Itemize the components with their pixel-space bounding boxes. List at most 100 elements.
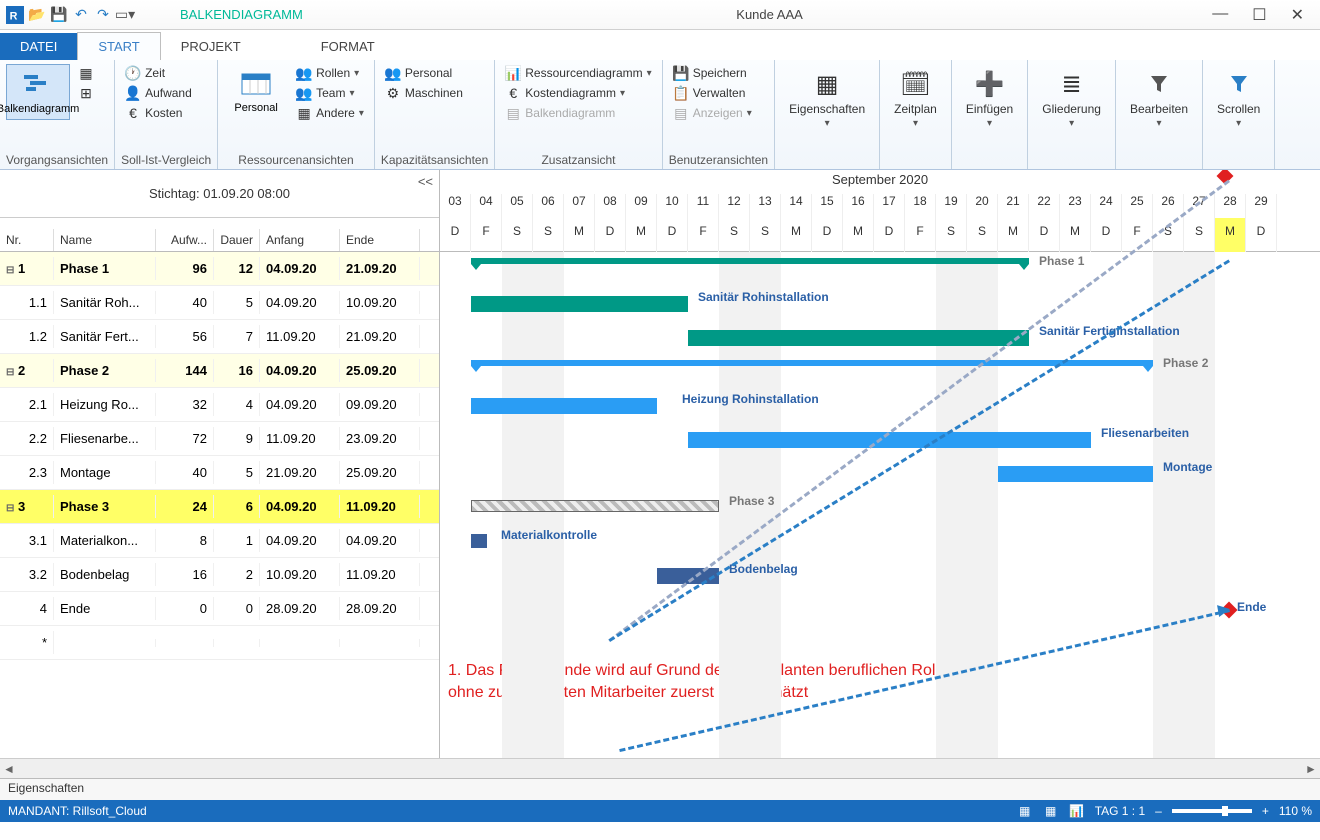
- tab-start[interactable]: START: [77, 32, 160, 60]
- table-row[interactable]: 1.1Sanitär Roh...40504.09.2010.09.20: [0, 286, 439, 320]
- ribbon-zeitplan[interactable]: 🗓Zeitplan: [886, 64, 945, 133]
- dow-header: S: [967, 218, 998, 252]
- ribbon-rollen[interactable]: 👥Rollen: [292, 64, 368, 82]
- day-header: 05: [502, 194, 533, 218]
- phase-bar[interactable]: [471, 360, 1153, 366]
- task-bar[interactable]: [471, 296, 688, 312]
- ribbon-personal-button[interactable]: Personal: [224, 64, 288, 118]
- table-row[interactable]: 4Ende0028.09.2028.09.20: [0, 592, 439, 626]
- ribbon-btn-small-1[interactable]: ▦: [74, 64, 98, 82]
- scroll-right-icon[interactable]: ►: [1302, 762, 1320, 776]
- dow-header: D: [657, 218, 688, 252]
- table-row[interactable]: 3.2Bodenbelag16210.09.2011.09.20: [0, 558, 439, 592]
- table-row[interactable]: ⊟1Phase 1961204.09.2021.09.20: [0, 252, 439, 286]
- table-row[interactable]: 3.1Materialkon...8104.09.2004.09.20: [0, 524, 439, 558]
- bar-label: Bodenbelag: [729, 562, 798, 576]
- ribbon-zeit[interactable]: 🕐Zeit: [121, 64, 196, 82]
- tab-format[interactable]: FORMAT: [301, 33, 395, 60]
- undo-icon[interactable]: ↶: [72, 6, 90, 24]
- scroll-left-icon[interactable]: ◄: [0, 762, 18, 776]
- ribbon: Balkendiagramm ▦ ⊞ Vorgangsansichten 🕐Ze…: [0, 60, 1320, 170]
- machine-icon: ⚙: [385, 85, 401, 101]
- zoom-in-icon[interactable]: +: [1262, 804, 1269, 818]
- ribbon-gliederung[interactable]: ≣Gliederung: [1034, 64, 1109, 133]
- close-icon[interactable]: ✕: [1291, 5, 1304, 25]
- table-row[interactable]: ⊟3Phase 324604.09.2011.09.20: [0, 490, 439, 524]
- table-row[interactable]: *: [0, 626, 439, 660]
- task-bar[interactable]: [471, 534, 487, 548]
- properties-bar[interactable]: Eigenschaften: [0, 778, 1320, 800]
- task-bar[interactable]: [471, 398, 657, 414]
- dow-header: D: [1246, 218, 1277, 252]
- table-row[interactable]: 2.1Heizung Ro...32404.09.2009.09.20: [0, 388, 439, 422]
- table-row[interactable]: ⊟2Phase 21441604.09.2025.09.20: [0, 354, 439, 388]
- ribbon-kap-personal[interactable]: 👥Personal: [381, 64, 467, 82]
- ribbon-scrollen[interactable]: Scrollen: [1209, 64, 1268, 133]
- day-header: 11: [688, 194, 719, 218]
- col-ende[interactable]: Ende: [340, 229, 420, 251]
- ribbon-bearbeiten[interactable]: Bearbeiten: [1122, 64, 1196, 133]
- task-bar[interactable]: [688, 330, 1029, 346]
- day-header: 22: [1029, 194, 1060, 218]
- phase-bar[interactable]: [471, 500, 719, 512]
- tab-datei[interactable]: DATEI: [0, 33, 77, 60]
- table-row[interactable]: 1.2Sanitär Fert...56711.09.2021.09.20: [0, 320, 439, 354]
- table-row[interactable]: 2.2Fliesenarbe...72911.09.2023.09.20: [0, 422, 439, 456]
- task-bar[interactable]: [998, 466, 1153, 482]
- ribbon-andere[interactable]: ▦Andere: [292, 104, 368, 122]
- group-ressourcen: Ressourcenansichten: [224, 151, 368, 167]
- ribbon-aufwand[interactable]: 👤Aufwand: [121, 84, 196, 102]
- ribequon-eigenschaften[interactable]: ▦Eigenschaften: [781, 64, 873, 133]
- window-layout-icon[interactable]: ▭▾: [116, 6, 134, 24]
- minimize-icon[interactable]: —: [1212, 5, 1228, 25]
- dow-header: S: [533, 218, 564, 252]
- dow-header: M: [843, 218, 874, 252]
- dow-header: D: [812, 218, 843, 252]
- col-anfang[interactable]: Anfang: [260, 229, 340, 251]
- status-icon-3[interactable]: 📊: [1069, 803, 1085, 819]
- gantt-icon: [22, 69, 54, 101]
- collapse-pane-button[interactable]: <<: [418, 174, 433, 189]
- ribbon-kap-maschinen[interactable]: ⚙Maschinen: [381, 84, 467, 102]
- show-icon: ▤: [673, 105, 689, 121]
- gantt2-icon: ▤: [505, 105, 521, 121]
- bar-label: Phase 1: [1039, 254, 1084, 268]
- zoom-out-icon[interactable]: –: [1155, 804, 1162, 818]
- ribbon-btn-small-2[interactable]: ⊞: [74, 84, 98, 102]
- col-nr[interactable]: Nr.: [0, 229, 54, 251]
- day-header: 08: [595, 194, 626, 218]
- save-icon[interactable]: 💾: [50, 6, 68, 24]
- status-tag: TAG 1 : 1: [1095, 804, 1145, 818]
- horizontal-scrollbar[interactable]: ◄ ►: [0, 758, 1320, 778]
- phase-bar[interactable]: [471, 258, 1029, 264]
- ribbon-kostendiagramm[interactable]: €Kostendiagramm: [501, 84, 655, 102]
- col-dauer[interactable]: Dauer: [214, 229, 260, 251]
- maximize-icon[interactable]: ☐: [1252, 5, 1266, 25]
- dow-header: S: [750, 218, 781, 252]
- dow-header: F: [688, 218, 719, 252]
- status-icon-1[interactable]: ▦: [1017, 803, 1033, 819]
- open-icon[interactable]: 📂: [28, 6, 46, 24]
- ribbon-verwalten[interactable]: 📋Verwalten: [669, 84, 756, 102]
- ribbon-team[interactable]: 👥Team: [292, 84, 368, 102]
- ribbon-einfuegen[interactable]: ➕Einfügen: [958, 64, 1021, 133]
- gantt-body: 1. Das Projekt-Ende wird auf Grund der e…: [440, 252, 1320, 758]
- zoom-slider[interactable]: [1172, 809, 1252, 813]
- table-row[interactable]: 2.3Montage40521.09.2025.09.20: [0, 456, 439, 490]
- col-aufw[interactable]: Aufw...: [156, 229, 214, 251]
- tab-projekt[interactable]: PROJEKT: [161, 33, 261, 60]
- day-header: 07: [564, 194, 595, 218]
- day-header: 04: [471, 194, 502, 218]
- day-header: 29: [1246, 194, 1277, 218]
- redo-icon[interactable]: ↷: [94, 6, 112, 24]
- filter-icon: [1143, 68, 1175, 100]
- bar-label: Montage: [1163, 460, 1212, 474]
- ribbon-ressourcendiagramm[interactable]: 📊Ressourcendiagramm: [501, 64, 655, 82]
- dow-header: M: [626, 218, 657, 252]
- col-name[interactable]: Name: [54, 229, 156, 251]
- day-header: 03: [440, 194, 471, 218]
- ribbon-speichern[interactable]: 💾Speichern: [669, 64, 756, 82]
- ribbon-kosten[interactable]: €Kosten: [121, 104, 196, 122]
- ribbon-balkendiagramm-button[interactable]: Balkendiagramm: [6, 64, 70, 120]
- status-icon-2[interactable]: ▦: [1043, 803, 1059, 819]
